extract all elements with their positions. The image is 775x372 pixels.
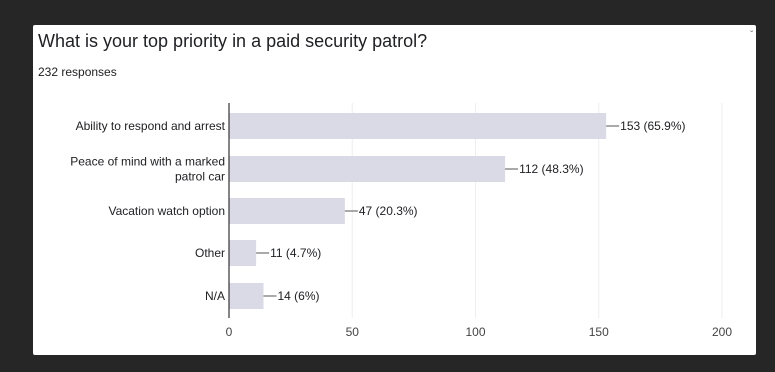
category-label-line: patrol car	[175, 170, 225, 184]
data-label: 112 (48.3%)	[519, 162, 583, 176]
corner-marker-icon: ˇ	[750, 30, 754, 41]
bar	[229, 198, 345, 224]
x-tick-label: 50	[346, 325, 360, 339]
bar	[229, 240, 257, 266]
category-label: Vacation watch option	[108, 204, 225, 218]
category-label: N/A	[205, 289, 225, 303]
data-label: 153 (65.9%)	[620, 119, 685, 133]
chart-card	[33, 25, 756, 355]
category-label-line: Vacation watch option	[108, 204, 225, 218]
x-tick-label: 150	[589, 325, 609, 339]
bar	[229, 113, 607, 139]
data-label: 14 (6%)	[278, 289, 320, 303]
category-label-line: Other	[195, 246, 225, 260]
category-label: Ability to respond and arrest	[76, 119, 226, 133]
category-label: Other	[195, 246, 225, 260]
x-tick-label: 0	[226, 325, 233, 339]
bar	[229, 283, 264, 309]
response-count: 232 responses	[38, 65, 117, 79]
category-label-line: Ability to respond and arrest	[76, 119, 226, 133]
question-title: What is your top priority in a paid secu…	[38, 31, 428, 51]
data-label: 47 (20.3%)	[359, 204, 418, 218]
category-label: Peace of mind with a marked patrol car	[70, 155, 225, 184]
category-label-line: Peace of mind with a marked	[70, 155, 225, 169]
bar	[229, 156, 506, 182]
x-tick-label: 100	[465, 325, 485, 339]
x-tick-label: 200	[712, 325, 732, 339]
category-label-line: N/A	[205, 289, 225, 303]
data-label: 11 (4.7%)	[270, 246, 321, 260]
